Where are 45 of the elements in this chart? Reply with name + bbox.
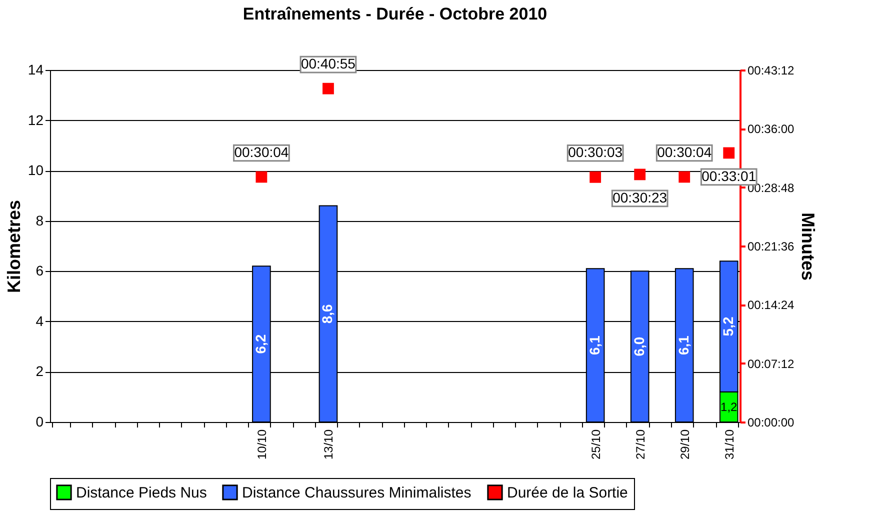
y-tick-label: 4 — [36, 312, 44, 329]
data-label: 1,2 — [720, 400, 738, 414]
x-tick-label: 31/10 — [722, 429, 736, 460]
point — [322, 82, 334, 94]
legend-label: Distance Pieds Nus — [76, 484, 207, 502]
y-tick-label: 0 — [36, 414, 44, 430]
data-label: 8,6 — [319, 304, 336, 324]
y-tick-label: 10 — [28, 162, 44, 178]
y2-tick-label: 00:36:00 — [748, 122, 795, 136]
data-label: 00:40:55 — [300, 56, 356, 72]
y-tick-label: 8 — [36, 212, 44, 228]
y2-tick-label: 00:07:12 — [748, 356, 795, 371]
data-label: 6,1 — [586, 335, 602, 356]
x-tick-label: 25/10 — [588, 429, 603, 460]
x-tick-label: 27/10 — [633, 429, 648, 460]
y-axis-title: Kilometres — [4, 200, 24, 294]
point — [634, 168, 646, 180]
data-label: 6,0 — [630, 336, 647, 356]
y2-tick-label: 00:21:36 — [748, 240, 795, 254]
y-tick-label: 12 — [28, 112, 44, 128]
data-label: 6,2 — [252, 334, 268, 354]
y-tick-label: 6 — [36, 262, 44, 279]
point — [723, 147, 735, 159]
chart-title: Entraînements - Durée - Octobre 2010 — [242, 4, 548, 24]
data-label: 6,1 — [675, 335, 692, 356]
point — [590, 171, 602, 183]
y-tick-label: 14 — [28, 62, 44, 78]
y2-tick-label: 00:14:24 — [748, 298, 795, 312]
data-label: 00:33:01 — [702, 168, 756, 184]
data-label: 00:30:04 — [657, 144, 712, 160]
x-tick-label: 13/10 — [322, 429, 336, 460]
data-label: 00:30:03 — [568, 144, 623, 160]
y-tick-label: 2 — [36, 363, 44, 380]
y2-tick-label: 00:00:00 — [748, 416, 795, 430]
legend-label: Durée de la Sortie — [507, 484, 628, 502]
data-label: 5,2 — [720, 316, 736, 336]
y2-tick-label: 00:43:12 — [748, 64, 795, 78]
legend-label: Distance Chaussures Minimalistes — [242, 484, 472, 502]
point — [256, 171, 268, 183]
data-label: 00:30:04 — [234, 144, 289, 160]
point — [678, 171, 690, 183]
y2-axis-title: Minutes — [798, 212, 818, 281]
x-tick-label: 10/10 — [254, 429, 269, 460]
x-tick-label: 29/10 — [678, 429, 692, 460]
data-label: 00:30:23 — [612, 189, 668, 206]
